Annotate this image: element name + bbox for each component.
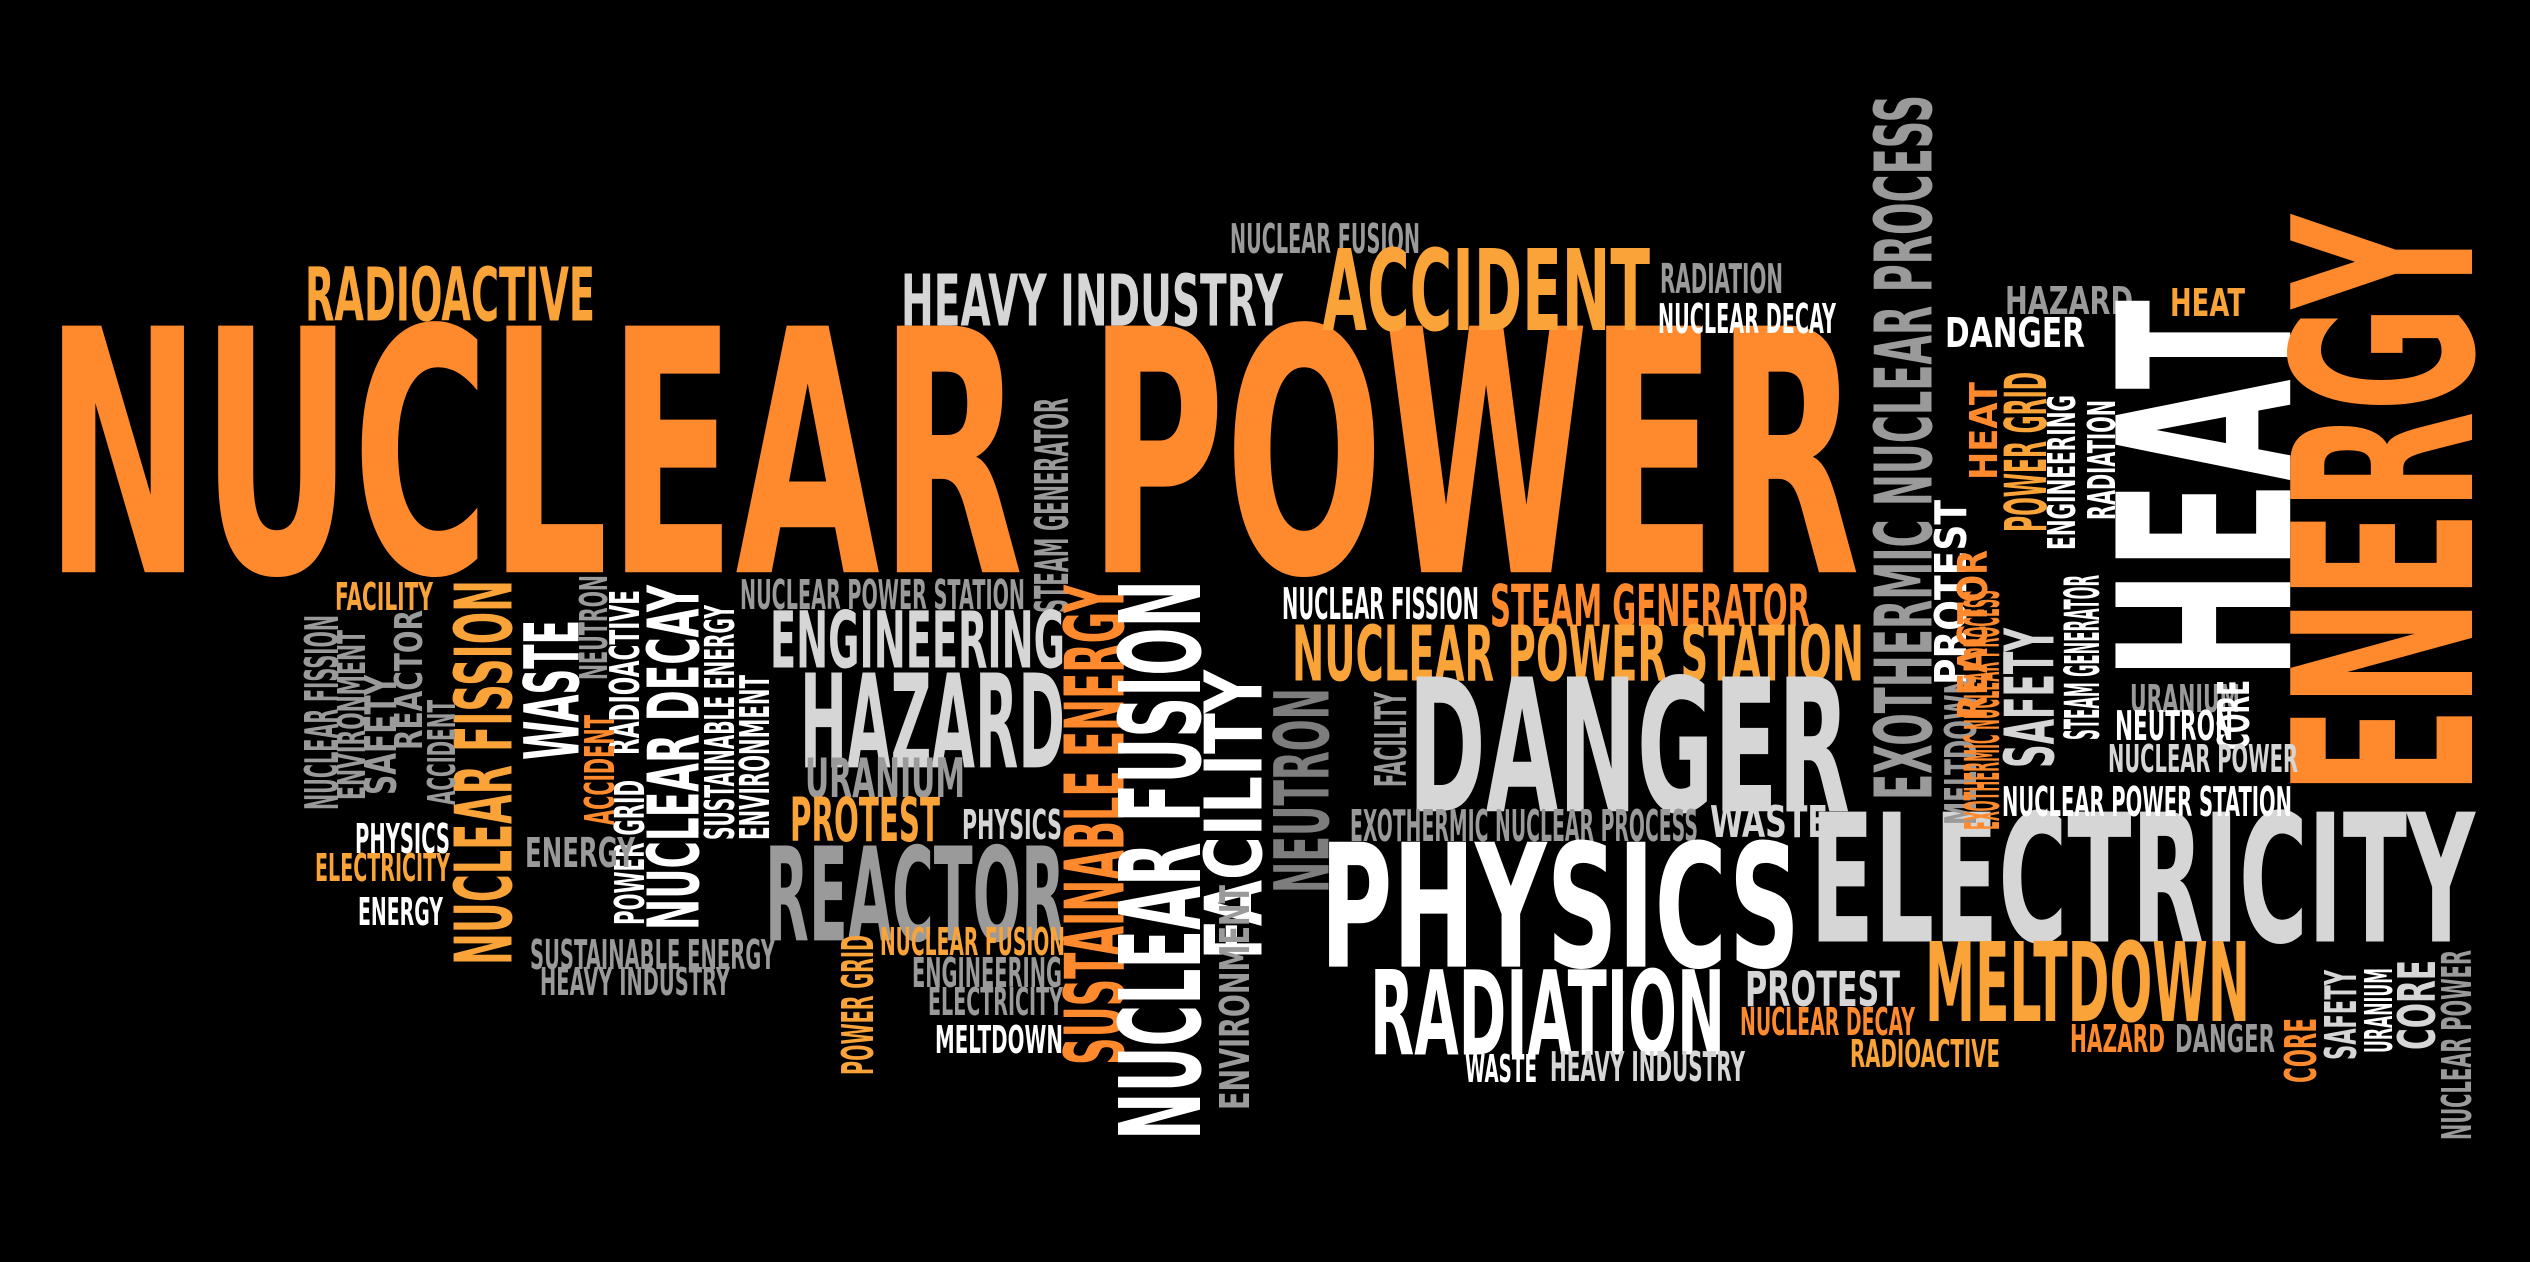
word-nuclear-fusion: NUCLEAR FUSION (1230, 214, 1420, 264)
word-hazard: HAZARD (800, 646, 1065, 799)
word-steam-generator: STEAM GENERATOR (1490, 572, 1810, 640)
word-environment: ENVIRONMENT (730, 675, 780, 840)
word-danger: DANGER (1408, 639, 1850, 856)
word-waste: WASTE (1465, 1046, 1537, 1092)
word-electricity: ELECTRICITY (928, 979, 1063, 1025)
word-nuclear-power-station: NUCLEAR POWER STATION (740, 570, 1025, 620)
word-electricity: ELECTRICITY (315, 845, 450, 891)
word-power-grid: POWER GRID (832, 935, 884, 1075)
word-nuclear-power-station: NUCLEAR POWER STATION (1292, 609, 1864, 699)
word-electricity: ELECTRICITY (1810, 775, 2475, 985)
word-facility: FACILITY (335, 574, 433, 620)
word-energy: ENERGY (525, 828, 635, 878)
word-radiation: RADIATION (1370, 946, 1725, 1083)
word-uranium: URANIUM (805, 745, 965, 811)
word-radioactive: RADIOACTIVE (305, 251, 595, 339)
word-physics: PHYSICS (1320, 807, 1800, 1008)
word-nuclear-fusion: NUCLEAR FUSION (880, 919, 1065, 965)
word-sustainable-energy: SUSTAINABLE ENERGY (530, 930, 775, 980)
word-radioactive: RADIOACTIVE (1850, 1031, 2000, 1077)
word-environment: ENVIRONMENT (1210, 885, 1260, 1110)
word-danger: DANGER (2175, 1016, 2275, 1062)
word-facility: FACILITY (1365, 692, 1417, 787)
word-physics: PHYSICS (962, 800, 1062, 850)
word-nuclear-power: NUCLEAR POWER (2108, 736, 2298, 782)
word-radiation: RADIATION (1660, 254, 1783, 304)
word-meltdown: MELTDOWN (1925, 918, 2250, 1048)
word-neutron: NEUTRON (2115, 701, 2233, 751)
word-exothermic-nuclear-process: EXOTHERMIC NUCLEAR PROCESS (1350, 800, 1698, 852)
word-engineering: ENGINEERING (912, 948, 1062, 998)
word-nuclear-decay: NUCLEAR DECAY (1658, 294, 1836, 344)
word-protest: PROTEST (1745, 961, 1900, 1018)
word-nuclear-power-station: NUCLEAR POWER STATION (2002, 777, 2292, 827)
word-engineering: ENGINEERING (2039, 395, 2085, 550)
word-heavy-industry: HEAVY INDUSTRY (901, 259, 1283, 343)
word-reactor: REACTOR (765, 819, 1065, 972)
word-hazard: HAZARD (2005, 278, 2133, 324)
word-nuclear-fission: NUCLEAR FISSION (1282, 578, 1479, 630)
word-accident: ACCIDENT (1322, 225, 1650, 357)
word-exothermic-nuclear-process: EXOTHERMIC NUCLEAR PROCESS (1857, 95, 1951, 801)
word-radiation: RADIATION (2079, 400, 2125, 520)
word-energy: ENERGY (358, 889, 443, 935)
word-hazard: HAZARD (2070, 1016, 2165, 1062)
word-physics: PHYSICS (355, 814, 450, 864)
word-heavy-industry: HEAVY INDUSTRY (540, 959, 730, 1005)
word-nuclear-power: NUCLEAR POWER (45, 257, 1860, 654)
word-steam-generator: STEAM GENERATOR (1024, 398, 1080, 613)
word-energy: ENERGY (2240, 215, 2530, 796)
word-accident: ACCIDENT (419, 700, 465, 805)
word-uranium: URANIUM (2130, 676, 2240, 722)
word-nuclear-decay: NUCLEAR DECAY (1740, 999, 1915, 1045)
word-protest: PROTEST (790, 784, 940, 856)
word-danger: DANGER (1945, 308, 2085, 358)
word-heavy-industry: HEAVY INDUSTRY (1550, 1042, 1745, 1092)
word-meltdown: MELTDOWN (935, 1017, 1063, 1063)
word-heat: HEAT (2170, 280, 2245, 326)
word-engineering: ENGINEERING (770, 594, 1065, 687)
word-steam-generator: STEAM GENERATOR (2054, 575, 2111, 740)
word-nuclear-power: NUCLEAR POWER (2432, 950, 2482, 1140)
word-waste: WASTE (1710, 796, 1828, 848)
